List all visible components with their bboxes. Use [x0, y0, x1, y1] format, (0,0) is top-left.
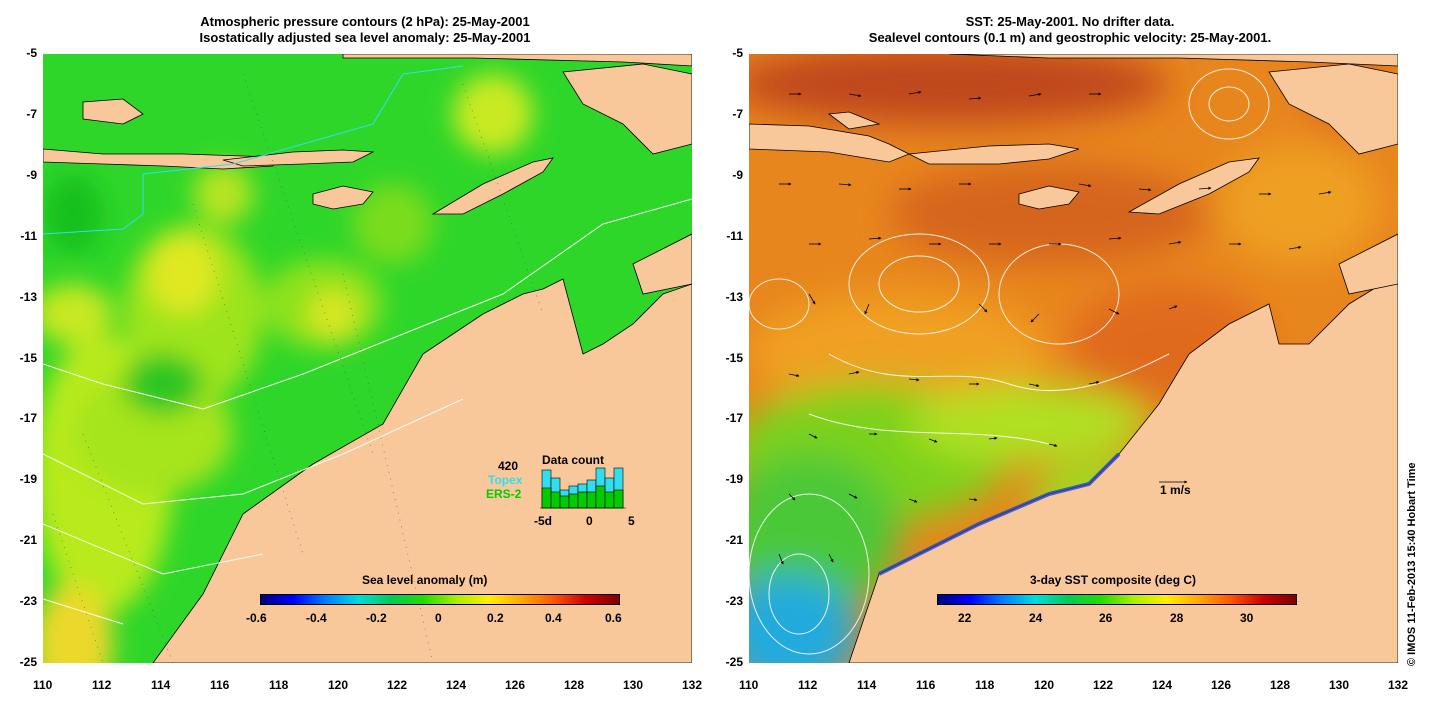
right-x-tick: 110 — [739, 678, 759, 692]
left-x-tick: 122 — [387, 678, 408, 692]
right-title-line1: SST: 25-May-2001. No drifter data. — [965, 14, 1175, 29]
left-colorbar — [260, 594, 620, 605]
right-colorbar-tick: 22 — [958, 611, 972, 625]
right-x-tick: 126 — [1211, 678, 1232, 692]
right-title-line2: Sealevel contours (0.1 m) and geostrophi… — [868, 30, 1272, 45]
left-y-tick: -23 — [19, 594, 37, 609]
left-x-tick: 132 — [682, 678, 703, 692]
data-count-total: 420 — [498, 459, 519, 473]
left-x-tick: 118 — [269, 678, 289, 692]
left-map — [43, 54, 692, 663]
left-y-tick: -7 — [26, 106, 37, 121]
left-colorbar-tick: 0.6 — [605, 611, 622, 625]
left-y-tick: -11 — [20, 228, 37, 243]
right-y-tick: -7 — [732, 106, 743, 121]
right-colorbar-tick: 28 — [1170, 611, 1184, 625]
left-y-tick: -25 — [19, 655, 37, 669]
credit-text: © IMOS 11-Feb-2013 15:40 Hobart Time — [1406, 462, 1418, 666]
right-y-tick: -17 — [725, 411, 743, 426]
velocity-arrows — [778, 90, 1332, 565]
data-count-series1: Topex — [488, 473, 523, 487]
left-title: Atmospheric pressure contours (2 hPa): 2… — [40, 14, 690, 46]
left-colorbar-tick: 0.2 — [487, 611, 504, 625]
right-x-tick: 128 — [1270, 678, 1291, 692]
right-map — [749, 54, 1398, 663]
left-x-tick: 110 — [33, 678, 53, 692]
right-colorbar-tick: 26 — [1099, 611, 1113, 625]
left-colorbar-tick: -0.2 — [366, 611, 387, 625]
data-count-tick: 0 — [586, 514, 593, 528]
left-colorbar-tick: 0 — [435, 611, 442, 625]
data-count-title: Data count — [542, 453, 605, 467]
left-y-tick: -21 — [19, 533, 37, 548]
right-y-tick: -25 — [725, 655, 743, 669]
left-colorbar-tick: 0.4 — [545, 611, 562, 625]
left-x-tick: 124 — [446, 678, 467, 692]
left-y-tick: -19 — [19, 472, 37, 487]
right-x-tick: 124 — [1152, 678, 1173, 692]
right-y-tick: -9 — [732, 167, 743, 182]
velocity-scale-label: 1 m/s — [1160, 483, 1191, 497]
data-count-tick: 5 — [628, 514, 635, 528]
right-colorbar-tick: 30 — [1240, 611, 1254, 625]
left-colorbar-tick: -0.6 — [246, 611, 267, 625]
right-x-tick: 132 — [1388, 678, 1409, 692]
right-y-tick: -15 — [725, 350, 743, 365]
left-y-tick: -15 — [19, 350, 37, 365]
left-y-tick: -9 — [26, 167, 37, 182]
right-y-tick: -13 — [725, 289, 743, 304]
left-y-tick: -13 — [19, 289, 37, 304]
left-x-tick: 128 — [564, 678, 585, 692]
data-count-series2: ERS-2 — [486, 487, 522, 501]
left-x-tick: 120 — [328, 678, 349, 692]
left-colorbar-label: Sea level anomaly (m) — [362, 573, 488, 587]
right-title: SST: 25-May-2001. No drifter data. Seale… — [745, 14, 1395, 46]
right-colorbar-tick: 24 — [1029, 611, 1043, 625]
right-colorbar — [937, 594, 1297, 605]
data-count-histogram — [540, 467, 626, 509]
right-y-tick: -5 — [732, 46, 743, 60]
right-x-tick: 114 — [857, 678, 877, 692]
data-count-tick: -5d — [534, 514, 552, 528]
left-colorbar-tick: -0.4 — [306, 611, 327, 625]
left-x-tick: 114 — [151, 678, 171, 692]
right-x-tick: 118 — [975, 678, 995, 692]
left-x-tick: 126 — [505, 678, 526, 692]
left-x-tick: 116 — [210, 678, 230, 692]
right-y-tick: -11 — [726, 228, 743, 243]
left-title-line2: Isostatically adjusted sea level anomaly… — [199, 30, 531, 45]
left-title-line1: Atmospheric pressure contours (2 hPa): 2… — [200, 14, 530, 29]
right-y-tick: -23 — [725, 594, 743, 609]
right-x-tick: 120 — [1034, 678, 1055, 692]
left-y-tick: -5 — [26, 46, 37, 60]
right-x-tick: 130 — [1329, 678, 1350, 692]
right-colorbar-label: 3-day SST composite (deg C) — [1030, 573, 1197, 587]
left-y-tick: -17 — [19, 411, 37, 426]
right-y-tick: -21 — [725, 533, 743, 548]
right-y-tick: -19 — [725, 472, 743, 487]
data-count-inset: 420 Topex ERS-2 Data count -5d 0 5 — [470, 452, 640, 532]
left-x-tick: 130 — [623, 678, 644, 692]
left-x-tick: 112 — [92, 678, 112, 692]
right-x-tick: 112 — [798, 678, 818, 692]
right-x-tick: 116 — [916, 678, 936, 692]
right-x-tick: 122 — [1093, 678, 1114, 692]
